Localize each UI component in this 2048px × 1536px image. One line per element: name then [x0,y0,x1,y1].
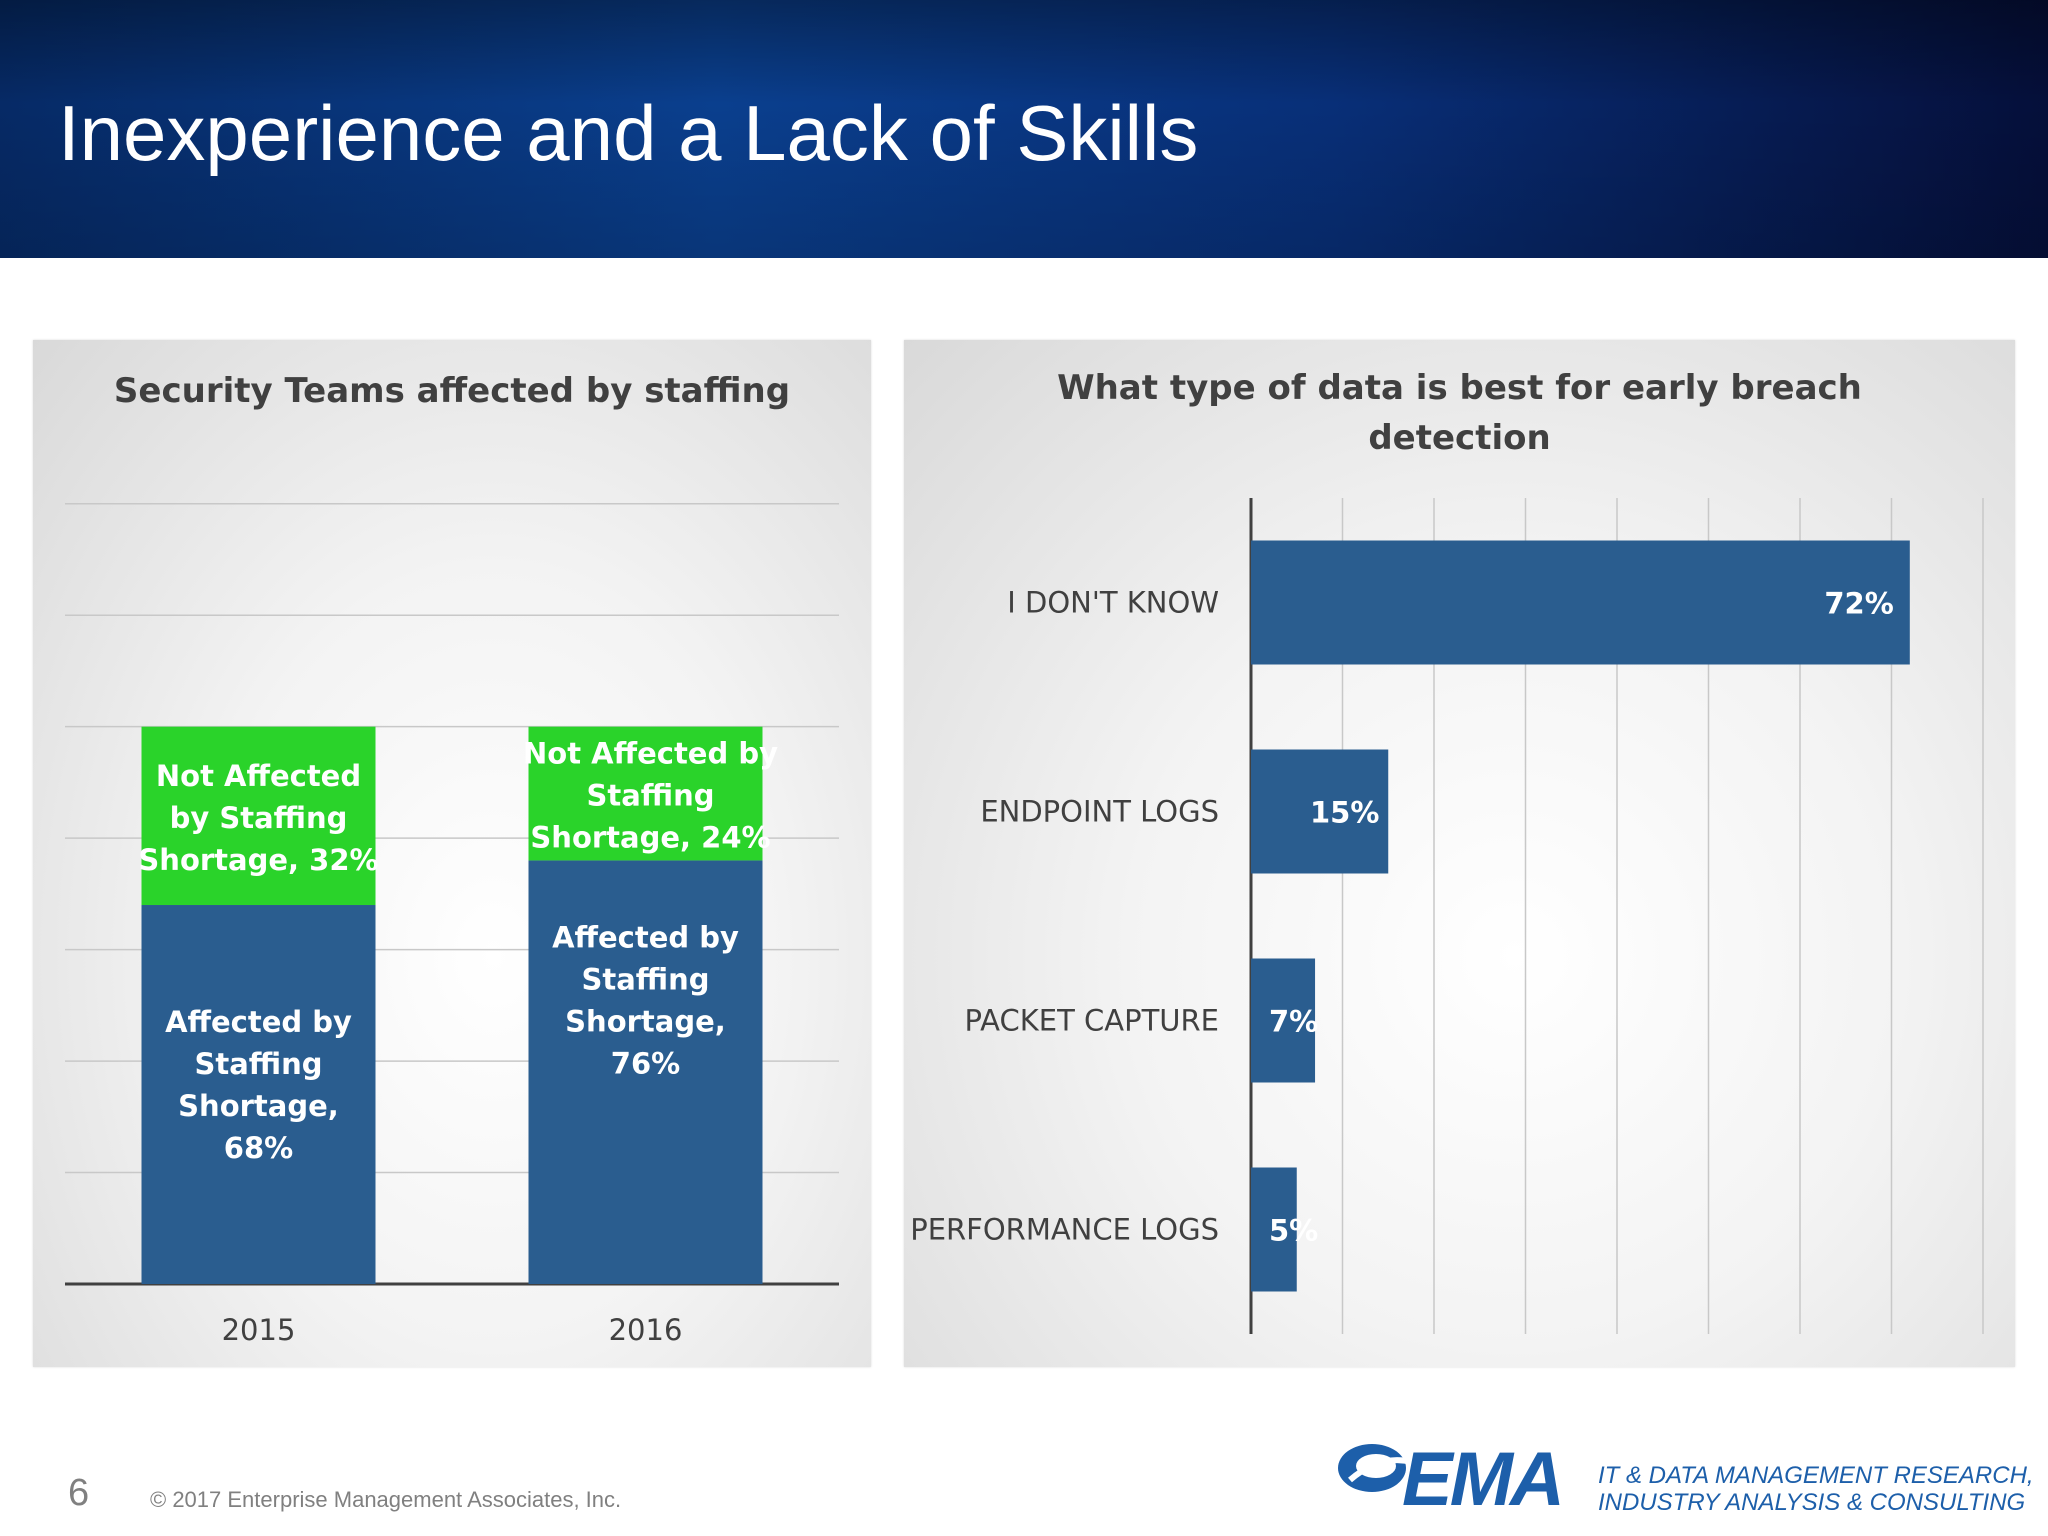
logo-tagline: IT & DATA MANAGEMENT RESEARCH, INDUSTRY … [1598,1462,2034,1516]
stacked-chart-title: Security Teams affected by staffing [113,371,791,411]
bar [1251,958,1316,1083]
bar-not-affected [528,726,763,861]
stacked-chart-svg: Affected by Staffing Shortage, 68% Not Affec… [65,502,839,1347]
ema-logo-swoosh-icon [1338,1444,1413,1492]
data-label: Affected by [165,1005,352,1039]
horizontal-chart-svg: I DON'T KNOW 72% ENDPOINT LOGS 15% PACKET CA… [910,498,1984,1334]
y-tick-label: PACKET CAPTURE [965,1004,1219,1038]
ema-logo-text: EMA [1402,1437,1565,1522]
data-label: by Staffing [170,801,348,835]
data-label: Staffing [581,962,709,996]
bar-affected [141,905,376,1284]
horizontal-chart-title-line1: What type of data is best for early brea… [1057,368,1862,408]
tagline-line1: IT & DATA MANAGEMENT RESEARCH, [1598,1462,2034,1489]
data-label: 68% [224,1131,293,1165]
data-label: Shortage, [565,1004,726,1038]
data-label: Shortage, 24% [530,821,770,855]
tagline-line2: INDUSTRY ANALYSIS & CONSULTING [1598,1489,2026,1516]
copyright-text: © 2017 Enterprise Management Associates,… [150,1487,622,1512]
data-label: 5% [1269,1214,1318,1248]
bar [1251,1167,1297,1292]
data-label: 7% [1269,1005,1318,1039]
y-tick-label: ENDPOINT LOGS [980,795,1219,829]
data-label: Not Affected by [523,737,778,771]
data-label: 72% [1824,587,1893,621]
x-tick-label: 2015 [222,1313,296,1347]
stacked-chart-panel: Security Teams affected by staffing Affe… [33,340,871,1367]
title-bar [0,0,2048,258]
x-tick-label: 2016 [609,1313,683,1347]
y-tick-label: I DON'T KNOW [1007,586,1219,620]
data-label: 76% [611,1046,680,1080]
y-tick-label: PERFORMANCE LOGS [910,1213,1219,1247]
bar [1251,749,1389,874]
data-label: Staffing [194,1047,322,1081]
data-label: Affected by [552,920,739,954]
page-number: 6 [68,1472,90,1514]
data-label: Staffing [586,779,714,813]
horizontal-chart-title-line2: detection [1368,418,1551,458]
slide-title: Inexperience and a Lack of Skills [58,89,1199,177]
data-label: Not Affected [156,759,361,793]
data-label: 15% [1310,796,1379,830]
bar [1251,540,1910,665]
bar-affected [528,860,763,1284]
data-label: Shortage, 32% [138,843,378,877]
horizontal-chart-panel: What type of data is best for early brea… [904,340,2015,1367]
bar-not-affected [141,726,376,906]
data-label: Shortage, [178,1089,339,1123]
